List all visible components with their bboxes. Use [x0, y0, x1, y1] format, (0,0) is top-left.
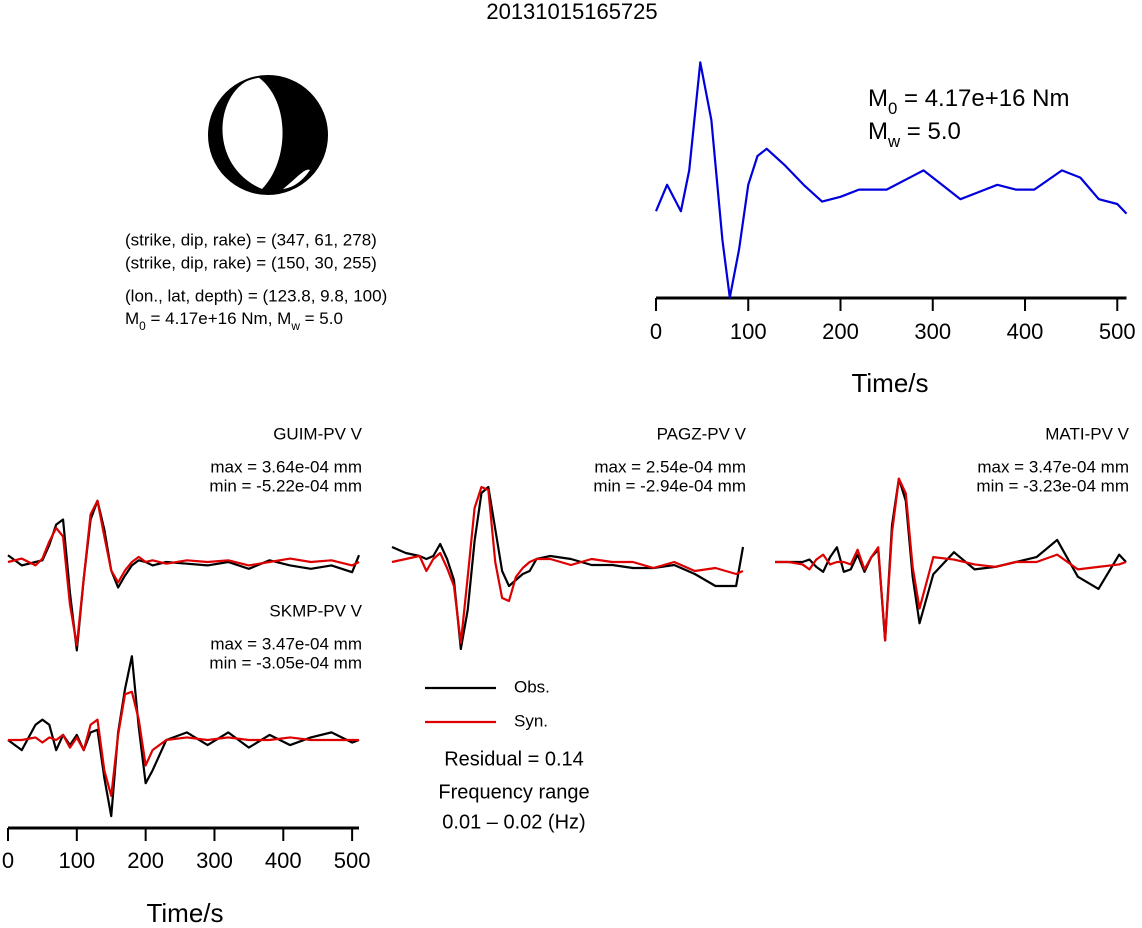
- legend-label: Obs.: [514, 677, 550, 696]
- text-part: = 5.0: [300, 309, 343, 328]
- text-part: M: [125, 309, 139, 328]
- moment-line: M0 = 4.17e+16 Nm, Mw = 5.0: [125, 309, 343, 333]
- observed-trace: [7, 655, 360, 818]
- min-label: min = -2.94e-04 mm: [593, 476, 746, 495]
- x-tick-label: 200: [822, 319, 859, 344]
- subscript: 0: [139, 319, 146, 333]
- mechanism-line: (strike, dip, rake) = (150, 30, 255): [125, 253, 377, 272]
- text-part: M: [868, 85, 888, 112]
- max-label: max = 3.64e-04 mm: [210, 457, 362, 476]
- mechanism-line: (lon., lat, depth) = (123.8, 9.8, 100): [125, 286, 387, 305]
- x-tick-label: 100: [58, 848, 95, 873]
- residual: Residual = 0.14: [444, 748, 584, 770]
- max-label: max = 3.47e-04 mm: [210, 634, 362, 653]
- synthetic-trace: [775, 477, 1127, 642]
- synthetic-trace: [7, 499, 360, 647]
- synthetic-trace: [391, 485, 744, 645]
- min-label: min = -3.05e-04 mm: [209, 653, 362, 672]
- frequency-title: Frequency range: [438, 781, 589, 803]
- x-tick-label: 300: [196, 848, 233, 873]
- text-part: M: [868, 118, 888, 145]
- text-part: = 5.0: [900, 118, 961, 145]
- text-part: = 4.17e+16 Nm, M: [146, 309, 292, 328]
- station-label: SKMP-PV V: [269, 601, 362, 620]
- subscript: w: [887, 132, 901, 151]
- station-label: PAGZ-PV V: [657, 424, 747, 443]
- x-tick-label: 300: [914, 319, 951, 344]
- x-tick-label: 200: [127, 848, 164, 873]
- source-time-function: [654, 61, 1128, 299]
- text-part: = 4.17e+16 Nm: [897, 85, 1069, 112]
- max-label: max = 2.54e-04 mm: [594, 457, 746, 476]
- synthetic-trace: [8, 690, 359, 797]
- mechanism-line: (strike, dip, rake) = (347, 61, 278): [125, 230, 377, 249]
- annotation: Mw = 5.0: [868, 118, 961, 151]
- min-label: min = -5.22e-04 mm: [209, 476, 362, 495]
- max-label: max = 3.47e-04 mm: [977, 457, 1129, 476]
- x-tick-label: 0: [650, 319, 662, 344]
- x-axis-title: Time/s: [146, 898, 223, 928]
- x-tick-label: 0: [2, 848, 14, 873]
- frequency-range: 0.01 – 0.02 (Hz): [442, 811, 585, 833]
- beachball: [208, 75, 328, 195]
- subscript: w: [290, 319, 300, 333]
- annotation: M0 = 4.17e+16 Nm: [868, 85, 1069, 118]
- station-label: MATI-PV V: [1045, 424, 1129, 443]
- x-tick-label: 500: [334, 848, 371, 873]
- legend-label: Syn.: [514, 711, 548, 730]
- x-tick-label: 400: [1007, 319, 1044, 344]
- title: 20131015165725: [486, 0, 657, 24]
- subscript: 0: [888, 99, 897, 118]
- x-tick-label: 100: [730, 319, 767, 344]
- x-tick-label: 500: [1099, 319, 1136, 344]
- x-axis-title: Time/s: [851, 368, 928, 398]
- x-tick-label: 400: [265, 848, 302, 873]
- min-label: min = -3.23e-04 mm: [976, 476, 1129, 495]
- observed-trace: [7, 499, 361, 652]
- station-label: GUIM-PV V: [273, 424, 362, 443]
